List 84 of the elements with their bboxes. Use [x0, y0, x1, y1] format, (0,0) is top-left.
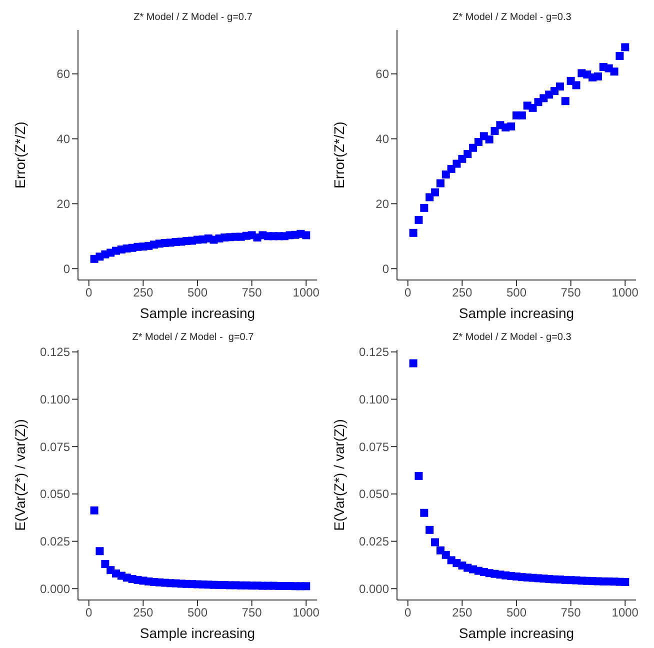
point	[96, 547, 104, 556]
y-tick-label: 0.125	[40, 345, 70, 360]
point	[302, 582, 310, 590]
point	[90, 506, 98, 514]
x-tick-label: 750	[242, 286, 262, 300]
y-tick-label: 0.025	[40, 534, 70, 549]
point	[420, 204, 428, 212]
y-tick-label: 20	[56, 196, 70, 211]
y-tick-label: 0.075	[358, 440, 390, 454]
point	[431, 538, 440, 546]
x-axis-title: Sample increasing	[140, 305, 256, 321]
y-tick-label: 40	[376, 132, 390, 146]
point	[101, 560, 110, 568]
y-tick-label: 0	[382, 262, 390, 276]
point	[528, 104, 537, 112]
chart-title: Z* Model / Z Model - g=0.3	[452, 12, 572, 23]
y-tick-label: 0	[63, 262, 70, 276]
x-tick-label: 1000	[612, 606, 639, 620]
x-tick-label: 500	[506, 606, 527, 620]
point	[426, 526, 434, 534]
x-tick-label: 1000	[612, 286, 639, 300]
y-tick-label: 0.100	[40, 392, 70, 406]
y-tick-label: 0.025	[358, 534, 390, 549]
point	[414, 472, 423, 480]
point	[616, 52, 624, 60]
x-axis-title: Sample increasing	[140, 625, 256, 641]
x-tick-label: 0	[86, 606, 93, 620]
x-tick-label: 500	[506, 286, 527, 300]
x-tick-label: 0	[86, 286, 93, 300]
y-tick-label: 20	[376, 196, 390, 211]
point	[507, 122, 516, 130]
y-tick-label: 40	[56, 132, 70, 146]
point	[518, 111, 526, 120]
point	[442, 170, 450, 178]
point	[469, 144, 478, 152]
x-tick-label: 250	[452, 286, 473, 300]
y-tick-label: 0.100	[358, 392, 390, 406]
x-tick-label: 1000	[292, 606, 320, 620]
x-tick-label: 0	[404, 286, 412, 300]
y-axis-title: Error(Z*/Z)	[12, 122, 28, 188]
point	[490, 126, 499, 135]
point	[464, 150, 472, 158]
y-tick-label: 0.000	[358, 582, 390, 596]
point	[556, 82, 564, 90]
y-tick-label: 0.050	[358, 487, 390, 502]
point	[431, 188, 440, 196]
y-axis-title: E(Var(Z*) / var(Z))	[12, 419, 28, 531]
y-axis-title: Error(Z*/Z)	[330, 122, 347, 188]
x-tick-label: 750	[560, 286, 582, 300]
y-tick-label: 0.050	[40, 487, 70, 502]
y-tick-label: 0.000	[40, 582, 70, 596]
point	[474, 138, 482, 146]
point	[621, 578, 630, 586]
x-tick-label: 250	[133, 286, 154, 300]
y-tick-label: 0.125	[358, 345, 390, 360]
point	[610, 68, 618, 76]
y-tick-label: 60	[376, 67, 390, 82]
x-tick-label: 750	[242, 606, 262, 620]
x-tick-label: 500	[187, 606, 208, 620]
x-axis-title: Sample increasing	[458, 625, 574, 641]
chart-title: Z* Model / Z Model - g=0.7	[131, 332, 255, 343]
point	[420, 508, 428, 517]
point	[436, 179, 444, 188]
x-tick-label: 500	[187, 286, 208, 300]
chart-title: Z* Model / Z Model - g=0.7	[132, 12, 254, 23]
x-tick-label: 1000	[292, 286, 320, 300]
y-tick-label: 0.075	[40, 440, 70, 454]
point	[561, 97, 570, 106]
point	[302, 231, 310, 240]
x-tick-label: 0	[404, 606, 412, 620]
point	[621, 43, 630, 52]
point	[485, 135, 494, 144]
point	[409, 228, 418, 237]
y-axis-title: E(Var(Z*) / var(Z))	[330, 419, 347, 531]
x-tick-label: 250	[452, 606, 473, 620]
x-axis-title: Sample increasing	[458, 305, 574, 321]
y-tick-label: 60	[56, 67, 70, 82]
chart-title: Z* Model / Z Model - g=0.3	[452, 332, 572, 343]
x-tick-label: 250	[133, 606, 154, 620]
x-tick-label: 750	[560, 606, 582, 620]
point	[409, 359, 418, 368]
point	[594, 72, 602, 80]
point	[414, 216, 423, 224]
point	[572, 81, 580, 90]
